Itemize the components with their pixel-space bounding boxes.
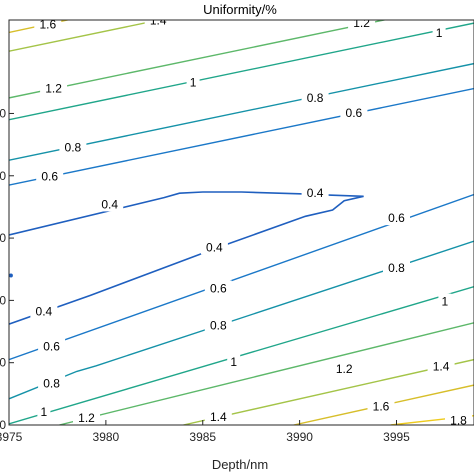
contour-label-0-8-4-1: 0.8	[307, 91, 324, 105]
contour-label-bg	[301, 185, 329, 201]
contour-label-bg	[30, 303, 58, 319]
x-tick-label-4: 3995	[383, 430, 410, 444]
plot-area-border	[8, 19, 474, 426]
contour-label-1-2-10-1: 1.2	[336, 362, 353, 376]
contour-label-bg	[73, 410, 100, 425]
contour-label-1-4-11-0: 1.4	[210, 410, 227, 424]
contour-label-0-4-6-1: 0.4	[307, 186, 324, 200]
y-tick-label-3: 0	[0, 231, 6, 245]
contour-label-bg	[37, 403, 51, 419]
axis-ticks: 3975 3980 3985 3990 3995 0 0 0 0 0 0	[0, 106, 410, 444]
contour-label-1-3-0: 1	[190, 75, 197, 89]
contour-label-0-6-7-1: 0.6	[210, 282, 227, 296]
y-tick-label-4: 0	[0, 169, 6, 183]
contour-label-1-6-0-0: 1.6	[39, 17, 56, 31]
contour-label-1-4-1-0: 1.4	[150, 14, 167, 28]
contour-label-bg	[383, 210, 410, 226]
contour-label-1-9-1: 1	[230, 355, 237, 369]
contour-label-1-3-1: 1	[436, 26, 443, 40]
contour-label-bg	[204, 408, 232, 424]
contour-label-bg	[301, 89, 329, 105]
contour-label-1-2-10-0: 1.2	[78, 411, 95, 425]
y-tick-label-5: 0	[0, 106, 6, 120]
contour-label-bg	[186, 74, 200, 90]
contour-label-bg	[200, 239, 228, 255]
y-tick-label-0: 0	[0, 418, 6, 432]
contour-label-bg	[330, 360, 358, 376]
contour-line-0-4-6	[9, 191, 364, 325]
contour-label-bg	[348, 20, 376, 31]
x-axis-title: Depth/nm	[212, 457, 268, 472]
contour-label-0-6-7-0: 0.6	[43, 340, 60, 354]
x-tick-label-0: 3975	[0, 430, 23, 444]
contour-label-bg	[438, 293, 452, 309]
contour-label-1-8-13-0: 1.8	[450, 414, 467, 428]
contour-label-1-6-12-0: 1.6	[373, 399, 390, 413]
contour-label-bg	[34, 20, 62, 32]
x-tick-label-1: 3980	[93, 430, 120, 444]
contour-label-0-4-6-2: 0.4	[206, 240, 223, 254]
contour-label-1-2-2-1: 1.2	[353, 16, 370, 30]
contour-label-bg	[227, 354, 241, 370]
contour-label-bg	[427, 358, 455, 374]
contour-line-0-8-4	[9, 62, 474, 161]
contour-marker-0	[9, 273, 13, 278]
contour-label-1-4-11-1: 1.4	[433, 359, 450, 373]
contour-label-bg	[340, 104, 368, 120]
y-tick-label-2: 0	[0, 293, 6, 307]
contour-label-0-6-5-0: 0.6	[41, 169, 58, 183]
contour-label-bg	[445, 412, 472, 425]
contour-label-0-6-7-2: 0.6	[388, 211, 405, 225]
contour-label-bg	[204, 280, 232, 296]
contour-label-bg	[144, 20, 172, 28]
contour-label-bg	[383, 260, 410, 275]
contour-label-0-8-8-1: 0.8	[210, 318, 227, 332]
x-tick-label-3: 3990	[286, 430, 313, 444]
contour-labels: 1.6 1.4 1.2 1.2 1 1 0.8 0.8 0.6 0.6 0.4 0.4 0.4 0.4 0.…	[30, 14, 472, 428]
contour-label-1-9-2: 1	[442, 295, 449, 309]
contour-line-1-9	[9, 286, 474, 425]
contour-line-1-2-2	[9, 20, 388, 99]
x-tick-label-2: 3985	[189, 430, 216, 444]
contour-label-1-9-0: 1	[41, 405, 48, 419]
contour-label-bg	[38, 338, 66, 354]
contour-label-bg	[38, 375, 66, 391]
contour-label-bg	[59, 139, 87, 155]
contour-label-bg	[204, 317, 232, 333]
contour-label-0-4-6-3: 0.4	[36, 305, 53, 319]
chart-title: Uniformity/%	[203, 2, 277, 17]
contour-label-0-6-5-1: 0.6	[346, 106, 363, 120]
contour-label-bg	[36, 168, 64, 184]
contour-line-0-6-5	[9, 87, 474, 186]
contour-label-bg	[40, 80, 68, 96]
contour-label-bg	[432, 25, 446, 41]
contour-label-bg	[96, 196, 124, 212]
y-tick-label-1: 0	[0, 356, 6, 370]
contour-line-1-2-10	[59, 322, 474, 425]
contour-label-bg	[367, 398, 395, 414]
contour-label-0-8-4-0: 0.8	[65, 141, 82, 155]
contour-line-1-3	[9, 22, 474, 121]
contour-line-1-4-1	[9, 20, 163, 52]
contour-label-0-4-6-0: 0.4	[101, 197, 118, 211]
contour-label-0-8-8-2: 0.8	[388, 261, 405, 275]
contour-label-1-2-2-0: 1.2	[45, 82, 62, 96]
contour-label-0-8-8-0: 0.8	[43, 376, 60, 390]
contour-line-1-4-11	[183, 358, 474, 425]
